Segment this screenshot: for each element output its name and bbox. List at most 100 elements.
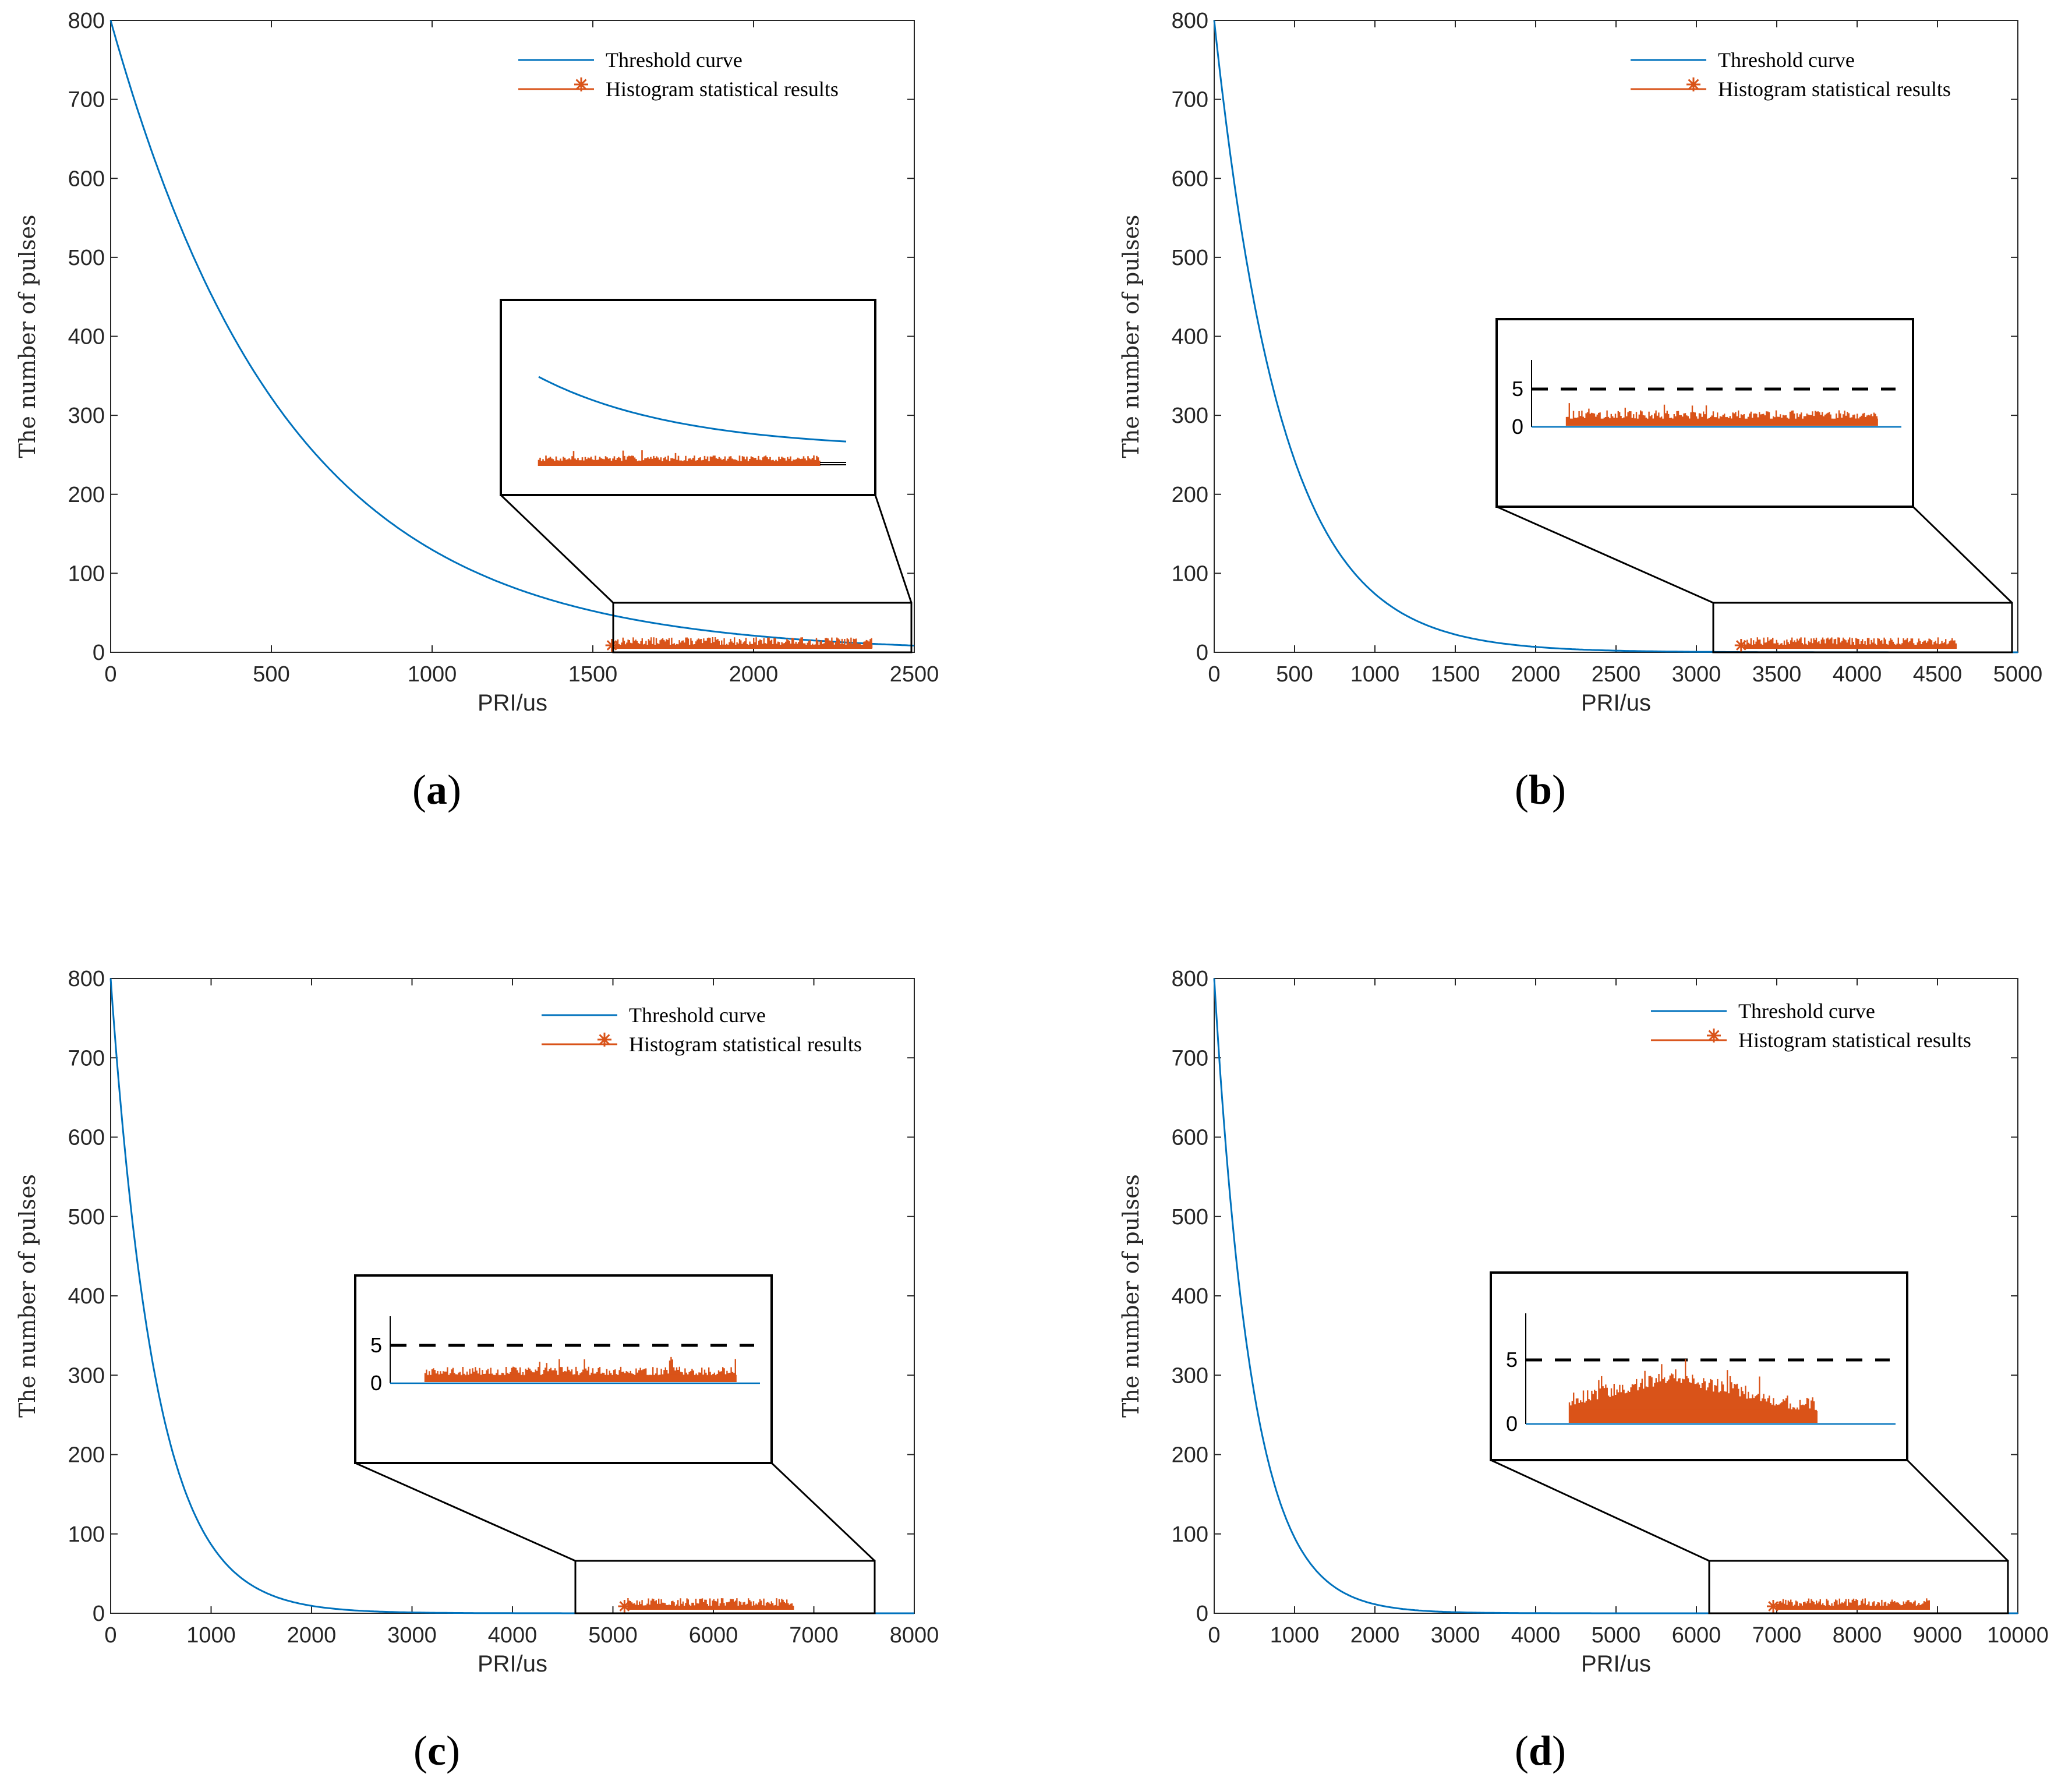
legend-histogram-marker (597, 1033, 611, 1047)
x-tick-label: 500 (253, 662, 289, 687)
legend-threshold-label: Threshold curve (1718, 48, 1855, 72)
inset-histogram-body (1567, 418, 1878, 426)
x-tick-label: 8000 (1833, 1623, 1882, 1648)
x-tick-label: 2500 (1592, 662, 1641, 687)
x-tick-label: 2000 (287, 1623, 337, 1648)
caption-letter: c (427, 1727, 446, 1774)
x-tick-label: 8000 (890, 1623, 939, 1648)
panel-caption: (c) (413, 1727, 460, 1774)
y-tick-label: 600 (68, 1126, 105, 1150)
x-tick-label: 2000 (729, 662, 779, 687)
legend-threshold-label: Threshold curve (1738, 999, 1875, 1023)
zoom-connector-right (770, 1462, 876, 1562)
caption-paren: ) (447, 766, 461, 813)
y-tick-label: 500 (1172, 246, 1208, 270)
x-tick-label: 0 (1208, 662, 1220, 687)
x-tick-label: 4000 (1833, 662, 1882, 687)
legend-threshold-label: Threshold curve (629, 1003, 766, 1027)
histogram-start-marker (1767, 1600, 1780, 1613)
caption-paren: ( (1515, 1727, 1529, 1774)
inset-histogram-body (1569, 1409, 1817, 1423)
y-tick-label: 600 (1172, 1126, 1208, 1150)
caption-paren: ) (1552, 1727, 1566, 1774)
y-tick-label: 800 (68, 967, 105, 991)
y-axis-label: The number of pulses (1118, 215, 1144, 458)
caption-letter: d (1529, 1727, 1552, 1774)
y-tick-label: 800 (1172, 967, 1208, 991)
x-tick-label: 2000 (1511, 662, 1561, 687)
legend: Threshold curve Histogram statistical res… (1631, 48, 1951, 101)
y-tick-label: 100 (1172, 1522, 1208, 1547)
y-tick-label: 500 (1172, 1205, 1208, 1229)
x-tick-label: 1000 (1350, 662, 1400, 687)
threshold-curve-line (109, 20, 915, 646)
zoom-region-box (574, 1560, 876, 1614)
x-tick-label: 5000 (1592, 1623, 1641, 1648)
inset-y-tick-label: 5 (370, 1333, 382, 1357)
y-tick-label: 800 (68, 9, 105, 33)
legend: Threshold curve Histogram statistical res… (1651, 999, 1971, 1052)
x-tick-label: 1000 (408, 662, 457, 687)
y-tick-label: 300 (1172, 404, 1208, 428)
x-tick-label: 7000 (789, 1623, 839, 1648)
y-tick-label: 500 (68, 246, 105, 270)
legend-histogram-label: Histogram statistical results (1718, 77, 1951, 101)
y-tick-label: 200 (1172, 483, 1208, 507)
chart-a: 0 500 1000 1500 2000 2500 0 100 200 300 400 500 600 7… (15, 9, 939, 813)
y-tick-label: 600 (1172, 167, 1208, 191)
inset-threshold-curve (538, 376, 847, 443)
caption-paren: ( (412, 766, 426, 813)
legend-threshold-label: Threshold curve (606, 48, 742, 72)
y-tick-label: 400 (68, 1284, 105, 1309)
y-tick-label: 700 (68, 88, 105, 112)
panel-caption: (a) (412, 766, 461, 813)
y-axis-label: The number of pulses (1118, 1174, 1144, 1418)
x-tick-label: 3500 (1752, 662, 1802, 687)
x-tick-label: 6000 (1672, 1623, 1721, 1648)
panel-caption: (b) (1515, 766, 1566, 813)
legend-histogram-label: Histogram statistical results (606, 77, 839, 101)
zoom-region-box (612, 602, 913, 653)
zoom-connector-right (1906, 1459, 2009, 1562)
x-tick-label: 500 (1276, 662, 1313, 687)
y-tick-label: 0 (93, 641, 105, 665)
x-tick-label: 1000 (1270, 1623, 1320, 1648)
x-tick-label: 7000 (1752, 1623, 1802, 1648)
inset-frame (1490, 1271, 1908, 1461)
y-tick-label: 300 (1172, 1363, 1208, 1388)
caption-paren: ( (413, 1727, 427, 1774)
inset-y-tick-label: 5 (1512, 377, 1523, 401)
caption-paren: ) (1552, 766, 1566, 813)
inset-y-tick-label: 0 (1506, 1412, 1518, 1436)
y-axis-label: The number of pulses (15, 1174, 40, 1418)
y-tick-label: 100 (68, 561, 105, 586)
y-tick-label: 800 (1172, 9, 1208, 33)
x-tick-label: 3000 (387, 1623, 437, 1648)
x-tick-label: 9000 (1913, 1623, 1963, 1648)
x-axis-label: PRI/us (478, 690, 547, 716)
y-tick-label: 600 (68, 167, 105, 191)
x-tick-label: 4000 (488, 1623, 538, 1648)
caption-paren: ( (1515, 766, 1529, 813)
x-tick-label: 3000 (1672, 662, 1721, 687)
y-tick-label: 400 (68, 325, 105, 349)
chart-b: 0 500 1000 1500 2000 2500 3000 3500 4000 4500 5000… (1118, 9, 2042, 813)
x-tick-label: 0 (104, 662, 116, 687)
y-tick-label: 300 (68, 1363, 105, 1388)
legend-histogram-label: Histogram statistical results (629, 1033, 862, 1056)
x-tick-label: 2000 (1350, 1623, 1400, 1648)
x-axis-label: PRI/us (1581, 1651, 1651, 1677)
x-tick-label: 10000 (1987, 1623, 2049, 1648)
y-tick-label: 300 (68, 404, 105, 428)
x-tick-label: 0 (1208, 1623, 1220, 1648)
x-tick-label: 2500 (890, 662, 939, 687)
x-tick-label: 5000 (1993, 662, 2043, 687)
inset-y-tick-label: 5 (1506, 1348, 1518, 1372)
caption-paren: ) (446, 1727, 460, 1774)
caption-letter: b (1529, 766, 1552, 813)
histogram-start-marker (1734, 639, 1748, 652)
y-tick-label: 100 (1172, 561, 1208, 586)
zoom-connector-right (1912, 506, 2013, 604)
y-tick-label: 0 (93, 1602, 105, 1626)
